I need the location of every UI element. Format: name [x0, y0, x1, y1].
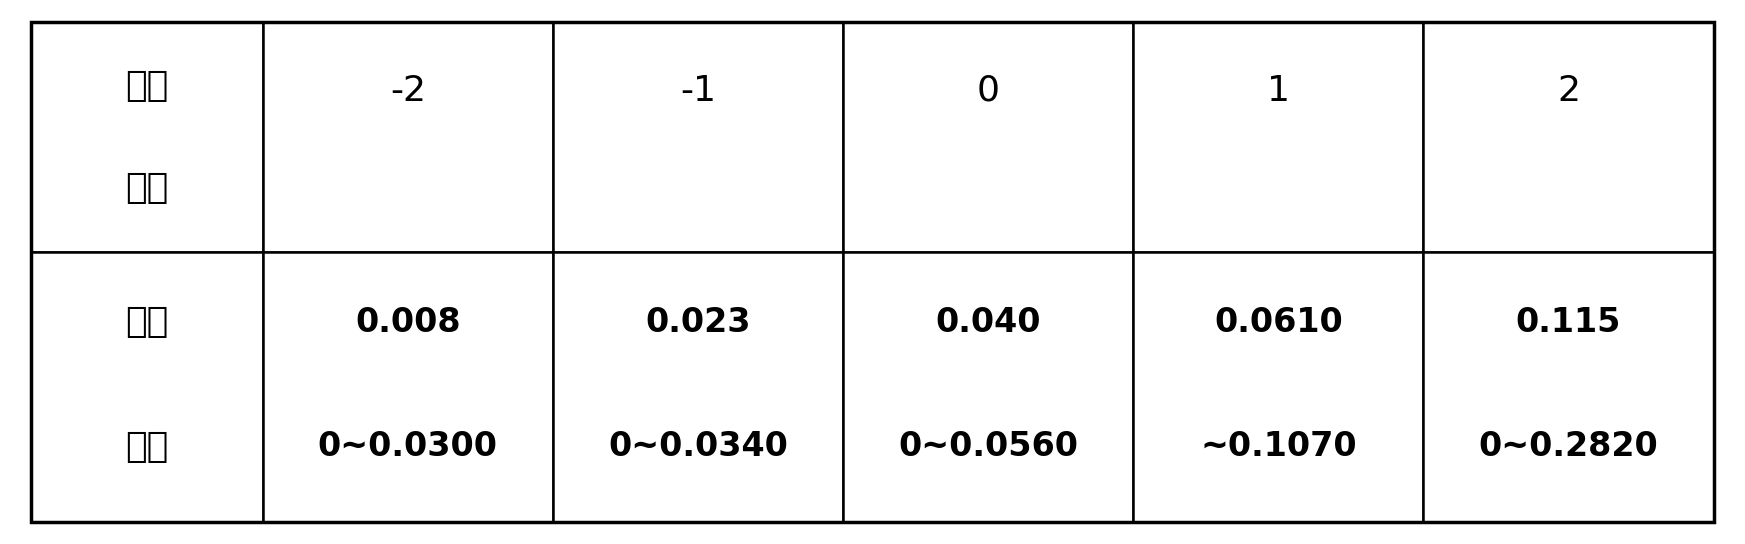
Text: 0~0.2820: 0~0.2820 — [1478, 430, 1658, 463]
Bar — [843, 252, 1133, 522]
Text: 0~0.0560: 0~0.0560 — [899, 430, 1078, 463]
Text: 2: 2 — [1557, 74, 1579, 108]
Bar — [553, 22, 843, 252]
Text: 0~0.0300: 0~0.0300 — [318, 430, 497, 463]
Bar — [31, 22, 263, 252]
Text: 范围: 范围 — [126, 430, 169, 463]
Text: 0.008: 0.008 — [354, 306, 461, 339]
Text: 0: 0 — [977, 74, 1000, 108]
Bar — [1424, 22, 1714, 252]
Text: ~0.1070: ~0.1070 — [1201, 430, 1356, 463]
Text: 1: 1 — [1267, 74, 1290, 108]
Text: 0.0610: 0.0610 — [1215, 306, 1342, 339]
Text: 0.040: 0.040 — [935, 306, 1042, 339]
Bar — [553, 252, 843, 522]
Text: 0~0.0340: 0~0.0340 — [607, 430, 789, 463]
Bar — [263, 252, 553, 522]
Text: 变化: 变化 — [126, 305, 169, 339]
Text: 0.115: 0.115 — [1516, 306, 1621, 339]
Text: 量化: 量化 — [126, 69, 169, 103]
Bar — [1133, 22, 1424, 252]
Text: 等级: 等级 — [126, 170, 169, 205]
Bar — [1133, 252, 1424, 522]
Text: -1: -1 — [681, 74, 715, 108]
Bar — [263, 22, 553, 252]
Bar — [31, 252, 263, 522]
Text: -2: -2 — [389, 74, 426, 108]
Bar — [1424, 252, 1714, 522]
Bar — [843, 22, 1133, 252]
Text: 0.023: 0.023 — [646, 306, 750, 339]
